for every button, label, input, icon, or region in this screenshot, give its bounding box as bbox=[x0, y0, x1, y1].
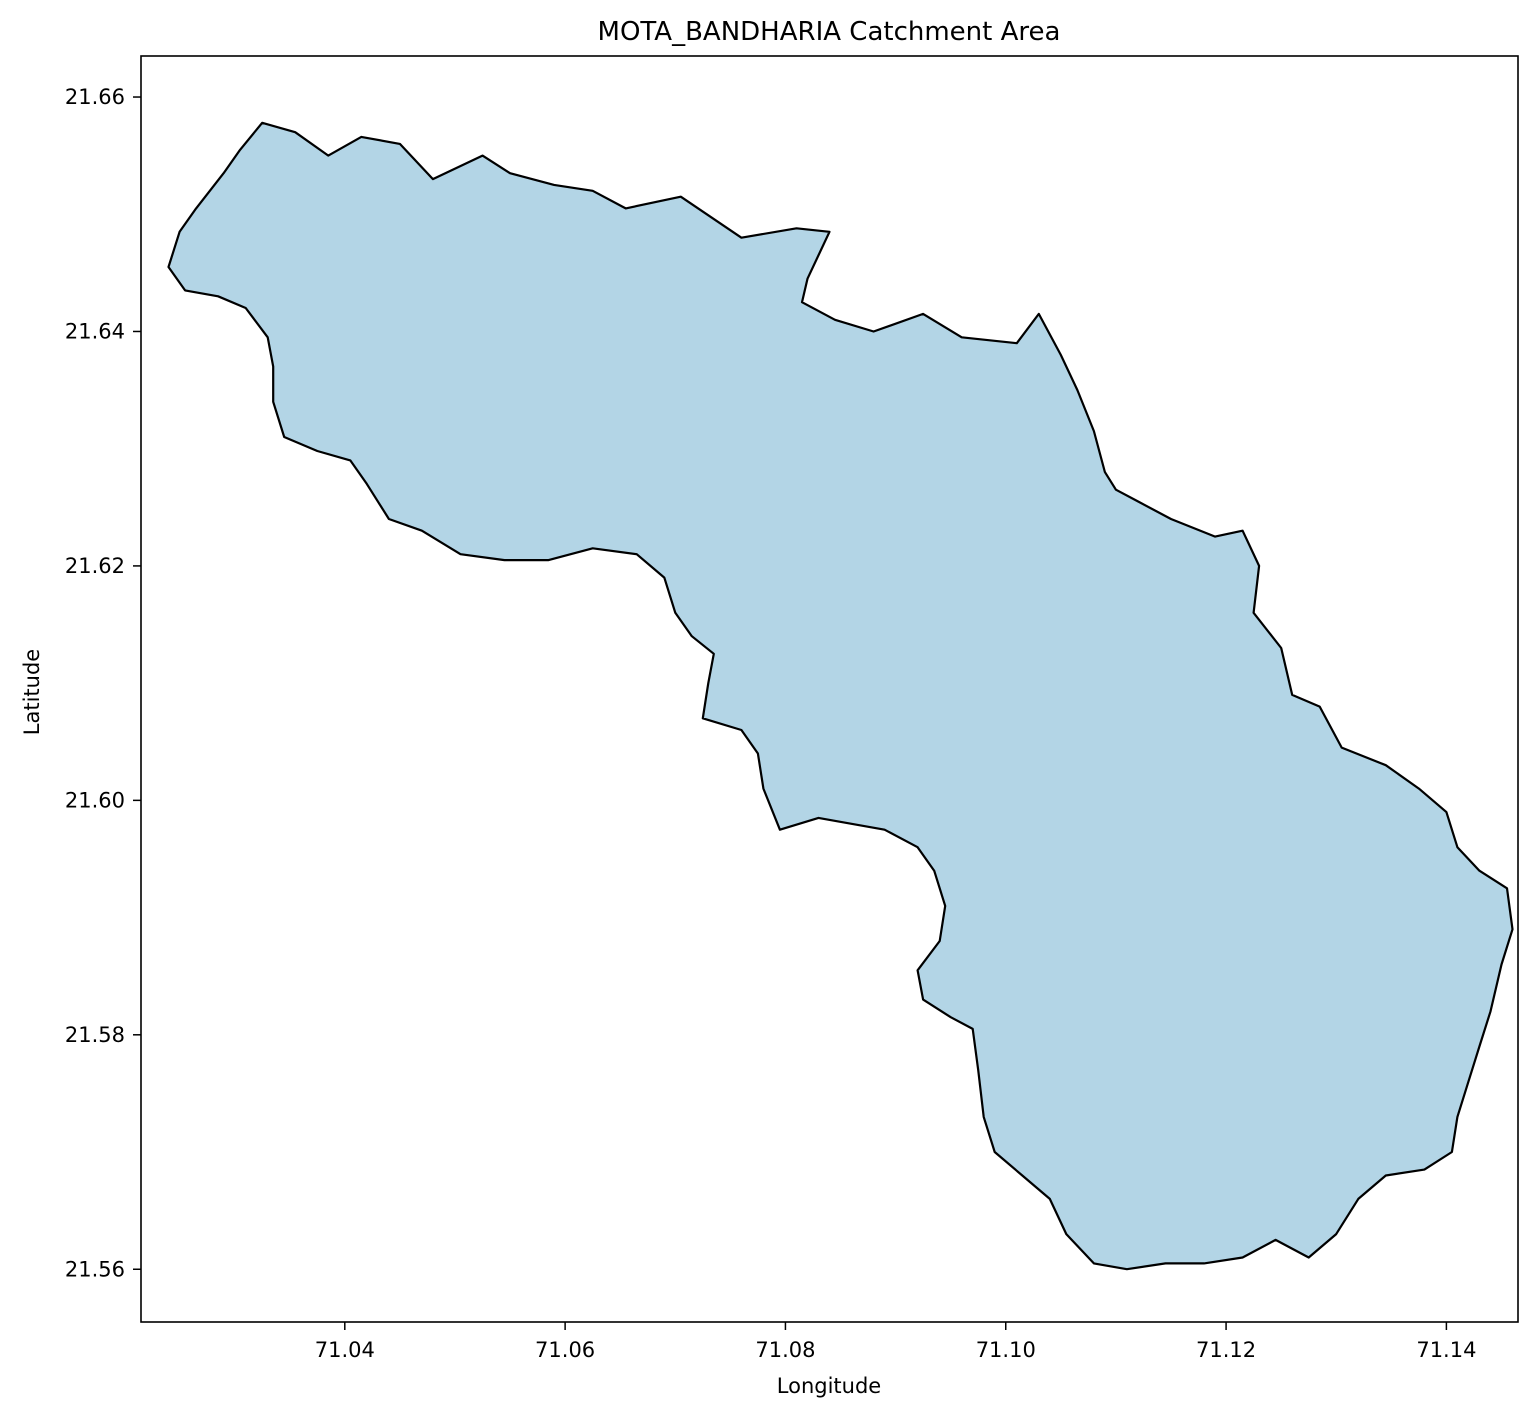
x-tick-label: 71.04 bbox=[315, 1338, 375, 1362]
x-axis: 71.04 71.06 71.08 71.10 71.12 71.14 bbox=[315, 1322, 1476, 1362]
x-tick-label: 71.10 bbox=[976, 1338, 1036, 1362]
y-tick-label: 21.56 bbox=[65, 1257, 125, 1281]
y-tick-label: 21.64 bbox=[65, 319, 125, 343]
plot-frame bbox=[140, 55, 1519, 1323]
plot-area bbox=[140, 55, 1519, 1323]
y-tick-label: 21.60 bbox=[65, 788, 125, 812]
chart-title: MOTA_BANDHARIA Catchment Area bbox=[598, 17, 1061, 47]
catchment-polygon bbox=[167, 121, 1514, 1271]
x-tick-label: 71.14 bbox=[1416, 1338, 1476, 1362]
y-tick-label: 21.58 bbox=[65, 1023, 125, 1047]
y-tick-label: 21.62 bbox=[65, 554, 125, 578]
x-tick-label: 71.12 bbox=[1196, 1338, 1256, 1362]
y-axis: 21.56 21.58 21.60 21.62 21.64 21.66 bbox=[65, 85, 141, 1281]
x-axis-label: Longitude bbox=[777, 1374, 881, 1398]
y-axis-label: Latitude bbox=[20, 649, 44, 735]
x-tick-label: 71.06 bbox=[535, 1338, 595, 1362]
x-tick-label: 71.08 bbox=[755, 1338, 815, 1362]
y-tick-label: 21.66 bbox=[65, 85, 125, 109]
